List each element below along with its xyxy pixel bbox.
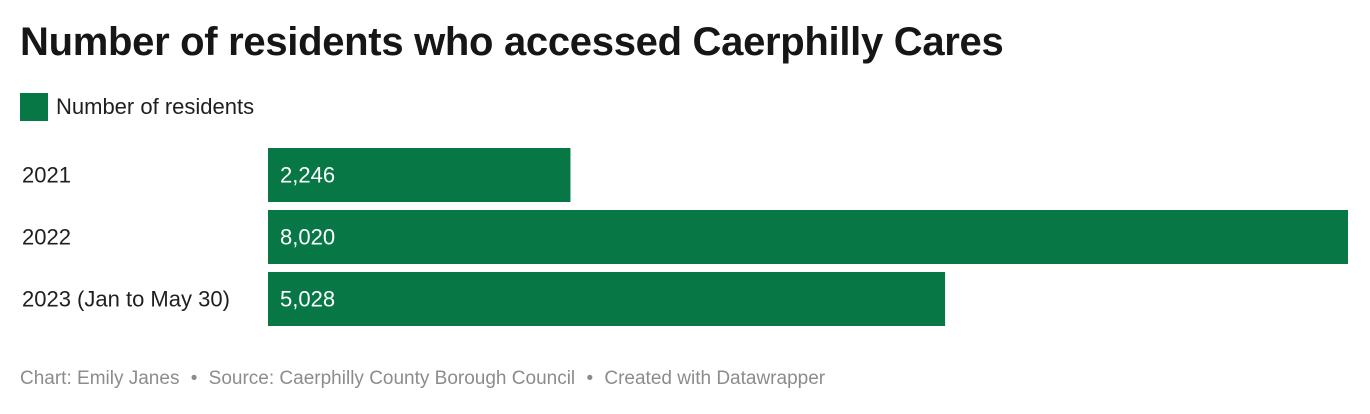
- bar-value-label: 8,020: [280, 225, 335, 250]
- bar: [268, 148, 571, 202]
- bar-chart: 2021 2,246 2022 8,020 2023 (Jan to May 30) 5,…: [22, 148, 1348, 326]
- bar-value-label: 5,028: [280, 287, 335, 312]
- category-label: 2022: [22, 225, 71, 250]
- created-with: Created with Datawrapper: [604, 368, 826, 389]
- bar: [268, 272, 946, 326]
- category-label: 2021: [22, 163, 71, 188]
- bar-value-label: 2,246: [280, 163, 335, 188]
- legend: Number of residents: [20, 93, 254, 121]
- footer-separator: •: [190, 368, 198, 389]
- bar: [268, 210, 1348, 264]
- legend-label: Number of residents: [56, 94, 255, 119]
- chart-footer: Chart: Emily Janes • Source: Caerphilly …: [20, 368, 825, 390]
- category-label: 2023 (Jan to May 30): [22, 287, 230, 312]
- legend-swatch: [20, 93, 48, 121]
- data-source: Source: Caerphilly County Borough Counci…: [208, 368, 576, 389]
- footer-separator: •: [586, 368, 594, 389]
- chart-title: Number of residents who accessed Caerphi…: [20, 20, 1004, 64]
- chart-credit: Chart: Emily Janes: [20, 368, 180, 389]
